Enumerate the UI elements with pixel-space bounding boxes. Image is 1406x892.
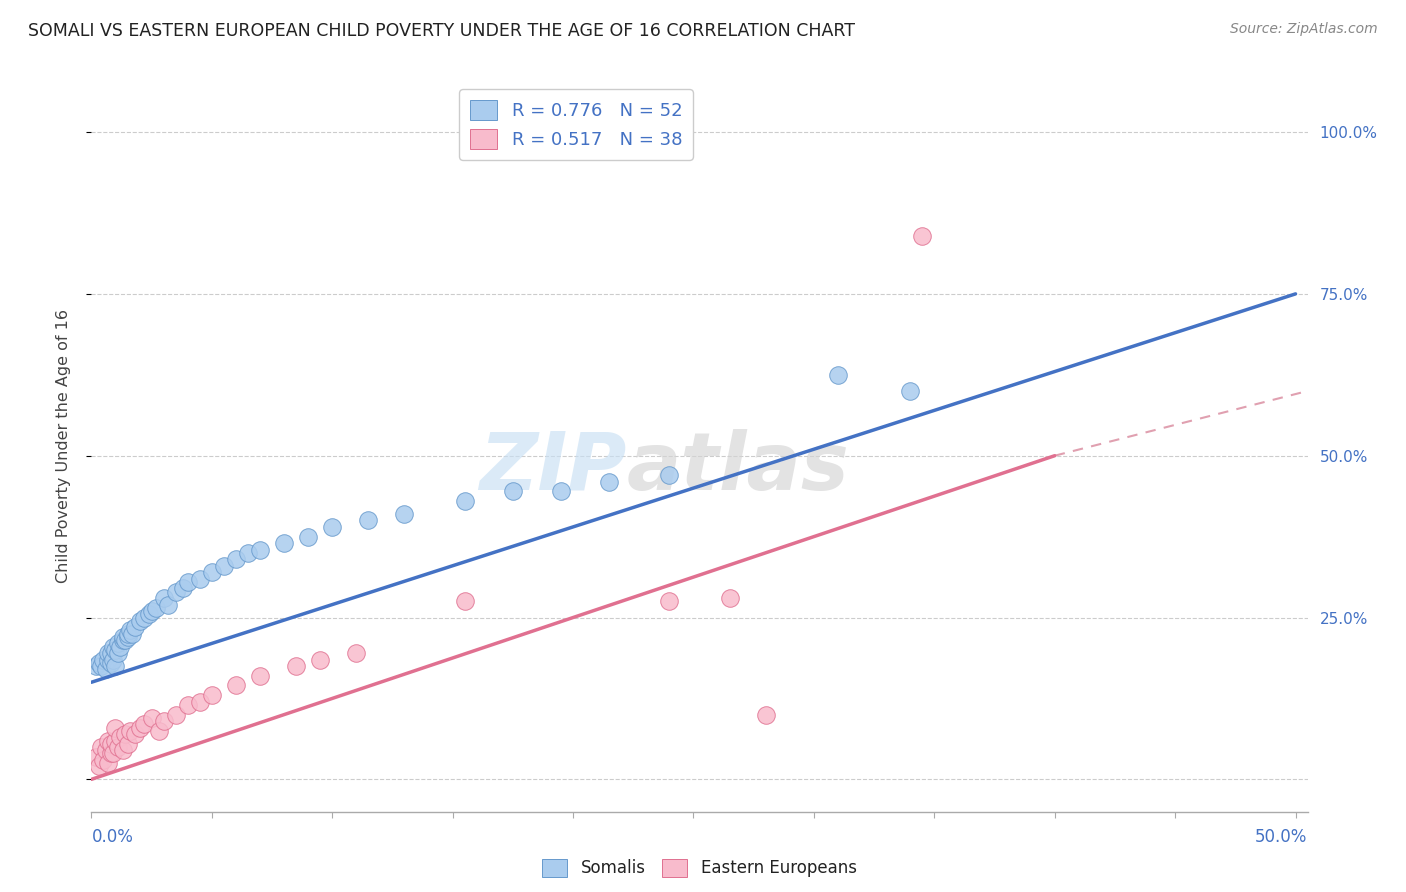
Point <box>188 572 211 586</box>
Point <box>101 640 124 654</box>
Point <box>157 598 180 612</box>
Point <box>118 624 141 638</box>
Point <box>152 714 174 728</box>
Point <box>755 707 778 722</box>
Point <box>94 743 117 757</box>
Point <box>94 662 117 676</box>
Point <box>107 636 129 650</box>
Point <box>87 656 110 670</box>
Point <box>134 717 156 731</box>
Point <box>110 640 132 654</box>
Point <box>273 536 295 550</box>
Point <box>357 513 380 527</box>
Point <box>97 756 120 771</box>
Point <box>111 630 134 644</box>
Point <box>117 630 139 644</box>
Point <box>911 228 934 243</box>
Legend: Somalis, Eastern Europeans: Somalis, Eastern Europeans <box>536 852 863 884</box>
Point <box>124 620 146 634</box>
Point <box>104 659 127 673</box>
Point <box>90 739 112 754</box>
Point <box>394 507 416 521</box>
Point <box>309 652 332 666</box>
Point <box>114 727 136 741</box>
Point <box>124 727 146 741</box>
Point <box>87 759 110 773</box>
Point <box>285 659 308 673</box>
Point <box>201 566 224 580</box>
Point <box>104 643 127 657</box>
Point <box>152 591 174 606</box>
Point <box>128 721 150 735</box>
Point <box>177 698 200 712</box>
Point <box>110 731 132 745</box>
Point <box>658 468 681 483</box>
Point <box>107 646 129 660</box>
Text: 50.0%: 50.0% <box>1256 828 1308 846</box>
Point <box>114 633 136 648</box>
Point <box>718 591 741 606</box>
Point <box>128 614 150 628</box>
Point <box>90 659 112 673</box>
Point <box>249 542 271 557</box>
Point <box>100 747 122 761</box>
Point <box>104 721 127 735</box>
Point <box>100 646 122 660</box>
Point <box>177 574 200 589</box>
Point <box>225 678 247 692</box>
Point <box>117 626 139 640</box>
Point <box>134 610 156 624</box>
Point <box>104 733 127 747</box>
Point <box>138 607 160 622</box>
Text: atlas: atlas <box>627 429 849 507</box>
Text: Source: ZipAtlas.com: Source: ZipAtlas.com <box>1230 22 1378 37</box>
Point <box>165 584 187 599</box>
Point <box>598 475 620 489</box>
Point <box>898 384 921 398</box>
Point <box>145 600 167 615</box>
Point <box>118 723 141 738</box>
Point <box>141 604 163 618</box>
Point <box>827 368 849 382</box>
Point <box>165 707 187 722</box>
Point <box>84 749 107 764</box>
Point <box>344 646 367 660</box>
Point <box>111 633 134 648</box>
Point <box>148 723 170 738</box>
Text: SOMALI VS EASTERN EUROPEAN CHILD POVERTY UNDER THE AGE OF 16 CORRELATION CHART: SOMALI VS EASTERN EUROPEAN CHILD POVERTY… <box>28 22 855 40</box>
Point <box>453 494 475 508</box>
Point <box>658 594 681 608</box>
Point <box>100 656 122 670</box>
Point <box>225 552 247 566</box>
Point <box>297 530 319 544</box>
Point <box>188 695 211 709</box>
Point <box>201 688 224 702</box>
Point <box>93 652 115 666</box>
Point <box>121 626 143 640</box>
Point <box>172 582 194 596</box>
Point <box>321 520 343 534</box>
Point <box>117 737 139 751</box>
Point <box>97 733 120 747</box>
Point <box>100 737 122 751</box>
Point <box>107 739 129 754</box>
Text: ZIP: ZIP <box>479 429 627 507</box>
Point <box>212 558 235 573</box>
Point <box>97 646 120 660</box>
Point <box>550 484 572 499</box>
Point <box>93 753 115 767</box>
Point <box>97 652 120 666</box>
Point <box>453 594 475 608</box>
Point <box>101 747 124 761</box>
Point <box>141 711 163 725</box>
Point <box>249 669 271 683</box>
Point <box>236 546 259 560</box>
Point <box>111 743 134 757</box>
Point <box>101 652 124 666</box>
Y-axis label: Child Poverty Under the Age of 16: Child Poverty Under the Age of 16 <box>56 309 70 583</box>
Text: 0.0%: 0.0% <box>91 828 134 846</box>
Point <box>84 659 107 673</box>
Point <box>502 484 524 499</box>
